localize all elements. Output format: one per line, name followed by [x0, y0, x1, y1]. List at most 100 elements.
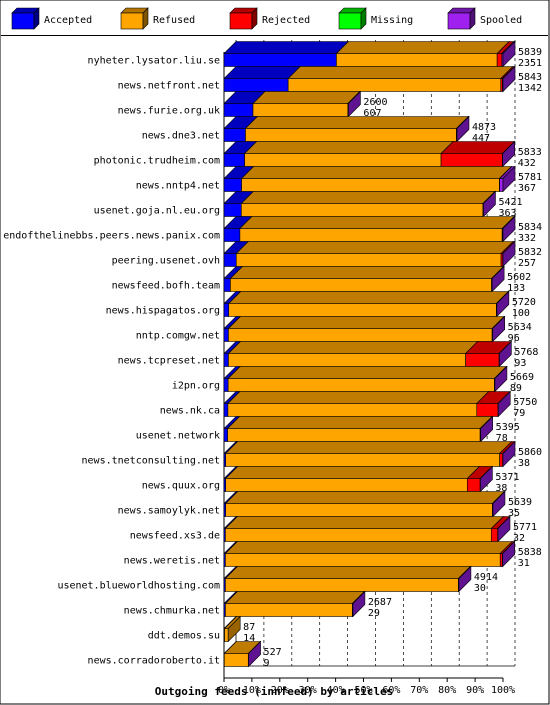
accepted-count: 38 [518, 458, 530, 469]
bar-segment-refused [335, 41, 510, 67]
bar-segment-refused [239, 216, 515, 242]
offered-count: 87 [243, 622, 255, 633]
bar-segment-refused [227, 391, 490, 417]
bar-segment-spooled [491, 490, 506, 518]
segment-side [491, 265, 505, 293]
bar-segment-spooled [496, 515, 511, 543]
x-axis: 0% 10% 20% 30% 40% 50% 60% 70% 80% 90% 100% [218, 678, 515, 696]
x-tick-label: 30% [299, 685, 317, 696]
segment-face [245, 128, 457, 142]
chart-legend: Accepted Refused Rejected Missing Spooled [11, 7, 522, 30]
segment-face [235, 253, 502, 267]
bar-segment-accepted [223, 166, 255, 192]
bar-segment-refused [223, 615, 241, 643]
accepted-count: 257 [518, 258, 536, 269]
segment-top [226, 416, 493, 429]
segment-top [227, 391, 490, 404]
segment-side [502, 40, 516, 68]
bar-segment-refused [244, 116, 470, 142]
offered-count: 5833 [518, 147, 542, 158]
accepted-count: 100 [512, 308, 530, 319]
bar-segment-spooled [247, 640, 262, 668]
offered-count: 5843 [518, 72, 542, 83]
bar-segment-refused [252, 91, 361, 117]
segment-face [241, 178, 500, 192]
row-label: news.samoylyk.net [118, 506, 220, 517]
chart-title: Outgoing feeds (innfeed) by articles [155, 685, 393, 698]
bar-segment-spooled [479, 415, 494, 443]
segment-side [502, 440, 516, 468]
segment-face [228, 328, 493, 342]
segment-face [225, 553, 501, 567]
segment-side [502, 140, 516, 168]
row-label: usenet.goja.nl.eu.org [94, 206, 220, 217]
accepted-count: 607 [363, 108, 381, 119]
segment-side [494, 365, 508, 393]
bar-segment-refused [240, 166, 513, 192]
accepted-count: 38 [495, 483, 507, 494]
bar-segment-accepted [223, 41, 350, 67]
segment-face [223, 403, 229, 417]
bar-segment-spooled [455, 115, 470, 143]
bar-segment-refused [228, 291, 510, 317]
row-label: newsfeed.bofh.team [112, 281, 220, 292]
bar-rows: nyheter.lysator.liu.se58392351news.netfr… [3, 40, 542, 669]
bar-segment-refused [223, 641, 261, 667]
segment-top [440, 141, 516, 154]
row-label: news.quux.org [142, 481, 220, 492]
segment-top [228, 291, 510, 304]
accepted-count: 78 [496, 433, 508, 444]
offered-count: 5720 [512, 297, 536, 308]
row-label: news.nk.ca [160, 406, 220, 417]
segment-face [244, 153, 442, 167]
bar-segment-refused [224, 516, 505, 542]
bar-segment-refused [224, 491, 506, 517]
row-label: usenet.blueworldhosting.com [57, 581, 220, 592]
bar-segment-refused [224, 441, 513, 467]
segment-face [225, 453, 500, 467]
segment-face [252, 103, 349, 117]
bar-segment-spooled [501, 40, 516, 68]
segment-face [230, 278, 492, 292]
bar-segment-refused [287, 66, 514, 92]
x-tick-label: 100% [491, 685, 515, 696]
bar-segment-spooled [482, 190, 497, 218]
accepted-count: 1342 [518, 83, 542, 94]
offered-count: 5639 [508, 497, 532, 508]
segment-side [248, 640, 261, 668]
segment-face [223, 103, 254, 117]
offered-count: 5421 [498, 197, 522, 208]
segment-top [224, 491, 506, 504]
row-label: nntp.comgw.net [136, 331, 220, 342]
legend-swatch-side [142, 7, 149, 30]
segment-face [223, 303, 230, 317]
offered-count: 2600 [363, 97, 387, 108]
segment-face [223, 78, 289, 92]
bar-segment-refused [224, 566, 472, 592]
segment-side [502, 65, 516, 93]
bar-segment-rejected [440, 141, 516, 167]
segment-top [224, 566, 472, 579]
segment-face [476, 403, 499, 417]
segment-face [336, 53, 498, 67]
bar-segment-refused [224, 466, 481, 492]
legend-item-refused: Refused [120, 7, 195, 30]
segment-top [252, 91, 361, 104]
bar-segment-spooled [498, 165, 516, 193]
row-label: news.chmurka.net [124, 606, 220, 617]
segment-face [225, 528, 492, 542]
segment-face [499, 553, 503, 567]
x-tick-label: 50% [354, 685, 372, 696]
legend-item-rejected: Rejected [229, 7, 310, 30]
segment-face [227, 403, 478, 417]
